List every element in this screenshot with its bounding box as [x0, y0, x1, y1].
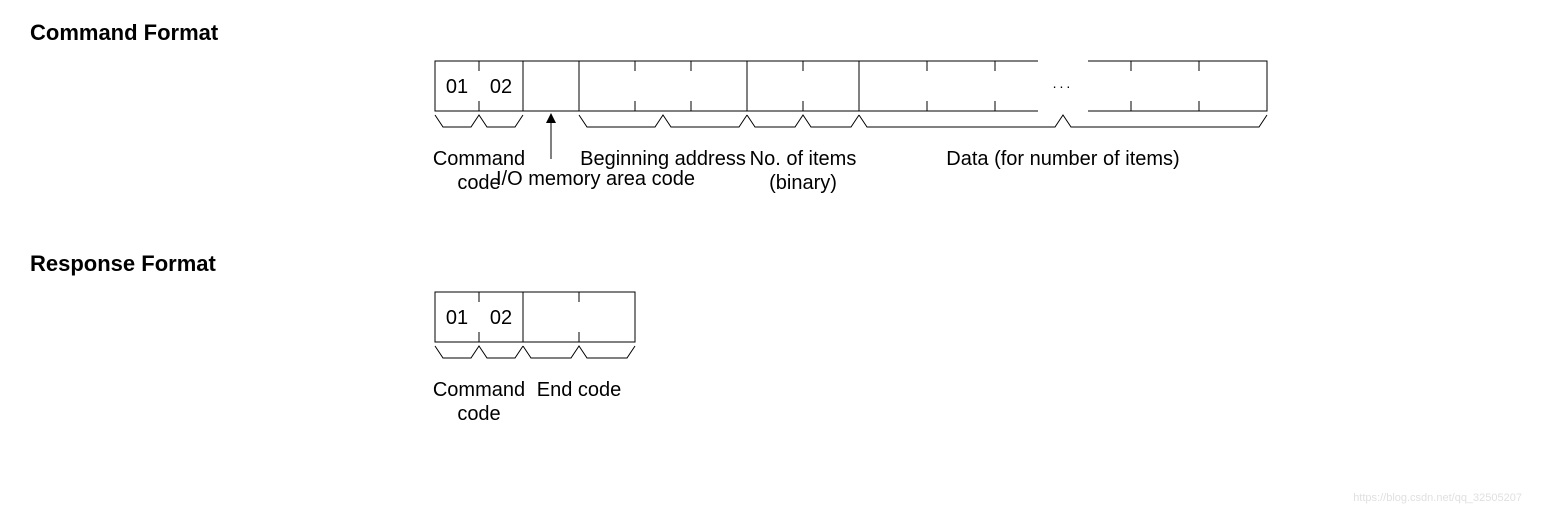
command-format-section: Command Format 01 02 CommandcodeI/O memory… — [30, 20, 1512, 211]
svg-text:02: 02 — [490, 307, 512, 329]
svg-text:02: 02 — [490, 76, 512, 98]
svg-text:Command: Command — [433, 379, 525, 401]
response-format-section: Response Format 01 02 Commandcode End code — [30, 251, 1512, 442]
watermark: https://blog.csdn.net/qq_32505207 — [1353, 492, 1522, 504]
command-format-title: Command Format — [30, 20, 1512, 46]
svg-text:I/O memory area code: I/O memory area code — [496, 168, 695, 190]
svg-text:Beginning address: Beginning address — [580, 148, 746, 170]
svg-text:(binary): (binary) — [769, 172, 837, 194]
svg-text:code: code — [457, 403, 500, 425]
svg-text:01: 01 — [446, 307, 468, 329]
svg-text:01: 01 — [446, 76, 468, 98]
response-format-diagram: 01 02 Commandcode End code — [430, 287, 1512, 442]
response-format-title: Response Format — [30, 251, 1512, 277]
svg-text:Command: Command — [433, 148, 525, 170]
svg-text:End code: End code — [537, 379, 622, 401]
svg-text:...: ... — [1053, 75, 1074, 91]
svg-text:Data (for number of items): Data (for number of items) — [946, 148, 1179, 170]
command-format-diagram: 01 02 CommandcodeI/O memory area codeBegin… — [430, 56, 1512, 211]
svg-text:No. of items: No. of items — [750, 148, 857, 170]
svg-text:code: code — [457, 172, 500, 194]
